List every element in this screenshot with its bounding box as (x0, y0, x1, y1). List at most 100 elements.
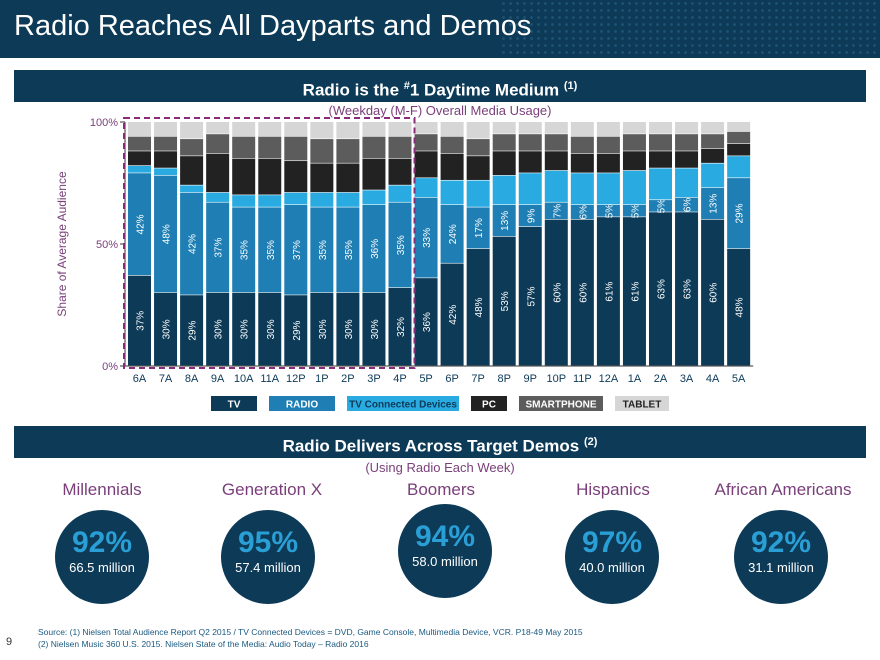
data-label-radio: 6% (683, 198, 694, 213)
section-header-medium: Radio is the #1 Daytime Medium (1) (14, 70, 866, 102)
bar-smartphone (180, 139, 204, 156)
bar-pc (675, 151, 699, 168)
bar-radio (440, 204, 464, 263)
bar-pc (362, 158, 386, 190)
data-label-radio: 24% (448, 224, 459, 244)
x-tick-label: 8P (497, 373, 510, 385)
x-tick-label: 10A (234, 373, 254, 385)
legend-swatch-smartphone (519, 396, 603, 411)
legend-label: TV Connected Devices (349, 400, 457, 411)
x-tick-label: 1A (628, 373, 642, 385)
data-label-tv: 60% (552, 283, 563, 303)
demo-pct: 92% (750, 526, 812, 559)
bar-tv (570, 219, 594, 366)
bar-tablet (154, 122, 178, 137)
title-bar-pattern (500, 0, 880, 58)
data-label-tv: 30% (162, 319, 173, 339)
bar-pc (206, 153, 230, 193)
bar-pc (570, 153, 594, 173)
bar-tv (388, 287, 412, 366)
data-label-radio: 29% (735, 203, 746, 223)
source-line-1: Source: (1) Nielsen Total Audience Repor… (38, 627, 583, 637)
data-label-tv: 32% (396, 317, 407, 337)
x-tick-label: 11P (573, 373, 592, 385)
bar-tv-connected-devices (206, 192, 230, 202)
x-tick-label: 9A (211, 373, 225, 385)
bar-tv-connected-devices (388, 185, 412, 202)
legend-label: TABLET (623, 400, 662, 411)
legend-swatch-tv-connected-devices (347, 396, 459, 411)
data-label-tv: 30% (266, 319, 277, 339)
data-label-radio: 36% (370, 239, 381, 259)
chart-subtitle: (Weekday (M-F) Overall Media Usage) (328, 103, 552, 118)
bar-radio (258, 207, 282, 293)
bar-tv-connected-devices (518, 173, 542, 205)
bar-radio (284, 204, 308, 295)
bar-pc (414, 151, 438, 178)
bar-tv-connected-devices (492, 175, 516, 205)
bar-smartphone (701, 134, 725, 149)
bar-tv (727, 248, 751, 366)
data-label-radio: 42% (188, 234, 199, 254)
demo-millions: 57.4 million (235, 560, 301, 575)
bar-tv-connected-devices (570, 173, 594, 205)
page-number: 9 (6, 636, 13, 648)
chart-legend: TV RADIO TV Connected Devices PC SMARTPHONE T… (211, 396, 669, 411)
bar-tv (362, 292, 386, 366)
x-tick-label: 6P (445, 373, 458, 385)
demo-label-millennials: Millennials (62, 480, 142, 499)
legend-label: PC (482, 400, 496, 411)
bar-tv-connected-devices (362, 190, 386, 205)
bar-pc (544, 151, 568, 171)
bar-tv-connected-devices (466, 180, 490, 207)
bar-tv-connected-devices (675, 168, 699, 198)
bar-smartphone (492, 134, 516, 151)
x-tick-label: 11A (260, 373, 279, 385)
bar-radio (675, 197, 699, 212)
bar-tablet (466, 122, 490, 139)
bar-pc (701, 148, 725, 163)
bar-tv (232, 292, 256, 366)
bar-tv (622, 217, 646, 366)
title-bar: Radio Reaches All Dayparts and Demos (0, 0, 880, 58)
demo-millions: 40.0 million (579, 560, 645, 575)
bar-tablet (440, 122, 464, 137)
bar-smartphone (727, 131, 751, 144)
bar-tablet (596, 122, 620, 137)
section-header-demos-note: (2) (583, 436, 598, 448)
demo-pct: 92% (71, 526, 133, 559)
data-label-radio: 33% (422, 228, 433, 248)
bar-tv-connected-devices (232, 195, 256, 207)
data-label-radio: 5% (630, 204, 641, 219)
demo-pct: 97% (581, 526, 643, 559)
x-tick-label: 3A (680, 373, 694, 385)
data-label-radio: 35% (318, 240, 329, 260)
data-label-radio: 35% (396, 235, 407, 255)
bar-smartphone (518, 134, 542, 151)
bar-tv (284, 295, 308, 366)
data-label-radio: 42% (136, 214, 147, 234)
demo-circle-generation-x: 95% 57.4 million (221, 510, 315, 604)
bar-smartphone (440, 136, 464, 154)
bar-tablet (675, 122, 699, 134)
data-label-radio: 17% (474, 218, 485, 238)
bar-smartphone (388, 136, 412, 158)
section-header-medium-text2: 1 Daytime Medium (409, 80, 564, 100)
bar-radio (414, 197, 438, 278)
bar-tv (414, 278, 438, 366)
data-label-tv: 29% (292, 321, 303, 341)
x-tick-label: 1P (315, 373, 328, 385)
bar-radio (232, 207, 256, 293)
demo-millions: 31.1 million (748, 560, 814, 575)
demo-label-generation-x: Generation X (221, 480, 323, 499)
bar-tv (258, 292, 282, 366)
section-header-demos-text: Radio Delivers Across Target Demos (282, 436, 584, 456)
data-label-tv: 37% (136, 311, 147, 331)
bar-pc (466, 156, 490, 180)
data-label-radio: 6% (578, 205, 589, 220)
data-label-tv: 30% (318, 319, 329, 339)
x-tick-label: 10P (547, 373, 567, 385)
x-tick-label: 12P (286, 373, 306, 385)
bar-pc (596, 153, 620, 173)
bar-tablet (544, 122, 568, 134)
